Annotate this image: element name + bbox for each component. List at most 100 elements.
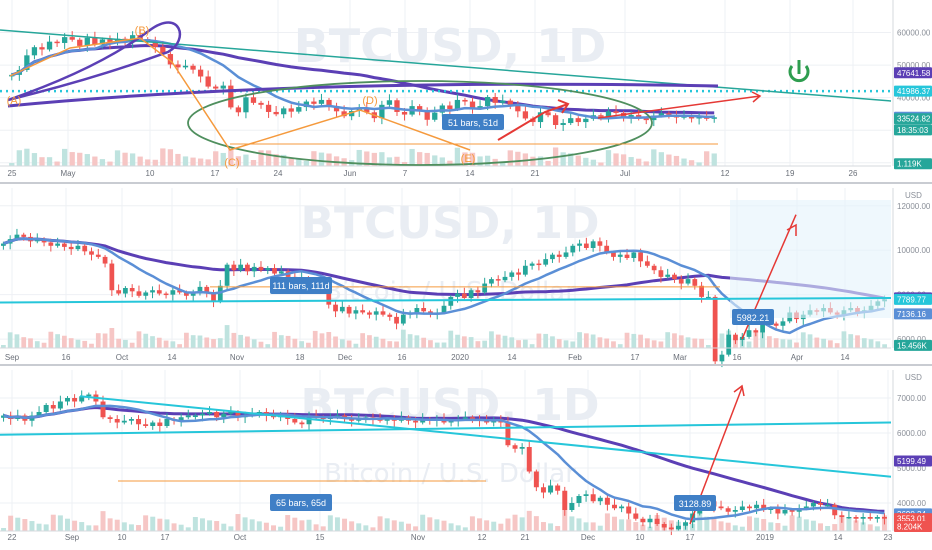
volume-bar xyxy=(620,154,627,166)
volume-bar xyxy=(672,333,677,348)
volume-bar xyxy=(373,336,379,348)
volume-bar xyxy=(77,152,83,166)
volume-bar xyxy=(638,334,643,348)
volume-bar xyxy=(794,342,799,348)
volume-bar xyxy=(107,518,113,531)
time-tick-label: 18 xyxy=(296,353,305,362)
candle-body xyxy=(265,268,271,271)
price-label: 18:35:03 xyxy=(897,126,929,135)
volume-bar xyxy=(272,331,277,348)
pattern-annotation: (E) xyxy=(461,153,476,165)
volume-bar xyxy=(482,340,488,348)
volume-bar xyxy=(846,519,852,531)
volume-bar xyxy=(109,328,115,348)
price-label: 47641.58 xyxy=(897,69,931,78)
volume-bar xyxy=(640,524,646,531)
projection-arrow xyxy=(497,103,569,141)
volume-bar xyxy=(258,150,264,166)
candle-body xyxy=(647,518,653,523)
volume-bar xyxy=(633,522,639,531)
candle-body xyxy=(265,104,272,112)
volume-bar xyxy=(441,520,447,531)
candle-body xyxy=(733,334,738,341)
time-tick-label: Sep xyxy=(65,533,80,542)
support-line xyxy=(0,421,892,436)
volume-bar xyxy=(780,339,786,348)
candle-body xyxy=(333,106,340,112)
volume-bar xyxy=(93,525,99,531)
volume-bar xyxy=(250,160,257,166)
volume-bar xyxy=(746,341,752,348)
candle-body xyxy=(489,279,494,284)
volume-bar xyxy=(143,515,149,531)
volume-bar xyxy=(398,521,404,531)
candle-body xyxy=(666,113,672,115)
volume-bar xyxy=(651,149,657,166)
volume-bar xyxy=(692,338,698,348)
volume-bar xyxy=(164,519,170,531)
volume-bar xyxy=(556,339,562,348)
volume-bar xyxy=(704,151,710,166)
volume-bar xyxy=(339,339,345,348)
candle-body xyxy=(299,422,305,425)
volume-bar xyxy=(409,148,415,166)
candle-body xyxy=(447,105,453,110)
volume-bar xyxy=(217,338,223,348)
volume-bar xyxy=(238,334,244,348)
volume-bar xyxy=(48,331,54,348)
candle-body xyxy=(881,517,887,519)
price-label-box xyxy=(894,455,932,467)
volume-bar xyxy=(498,523,504,531)
candle-body xyxy=(692,279,698,286)
time-tick-label: 16 xyxy=(398,353,407,362)
price-tick-label: 50000.00 xyxy=(897,61,931,70)
volume-bar xyxy=(391,520,397,531)
volume-bar xyxy=(326,153,332,166)
volume-bar xyxy=(807,334,813,348)
candle-body xyxy=(1,243,6,246)
price-tick-label: 7000.00 xyxy=(897,394,926,403)
candle-body xyxy=(454,99,461,110)
candle-body xyxy=(552,115,559,125)
candle-body xyxy=(718,506,724,509)
volume-bar xyxy=(170,341,176,348)
volume-bar xyxy=(57,515,63,531)
candle-body xyxy=(448,296,454,306)
candle-body xyxy=(477,106,483,108)
candle-body xyxy=(384,419,390,421)
volume-bar xyxy=(333,336,338,348)
price-label: 7789.77 xyxy=(897,295,926,304)
volume-bar xyxy=(39,157,45,166)
price-tick-label: 10000.00 xyxy=(897,246,931,255)
volume-bar xyxy=(796,516,802,531)
volume-bar xyxy=(626,519,632,531)
time-tick-label: 10 xyxy=(636,533,645,542)
time-tick-label: 14 xyxy=(168,353,177,362)
candle-body xyxy=(221,413,227,418)
volume-bar xyxy=(673,155,680,166)
volume-bar xyxy=(407,334,413,348)
candle-body xyxy=(107,417,113,419)
volume-bar xyxy=(853,520,859,531)
volume-bar xyxy=(333,156,340,166)
candle-body xyxy=(533,471,539,488)
volume-bar xyxy=(631,333,637,348)
candle-body xyxy=(92,37,98,45)
volume-bar xyxy=(775,523,781,531)
volume-bar xyxy=(814,337,820,348)
candle-body xyxy=(311,101,317,104)
volume-bar xyxy=(190,157,196,166)
volume-bar xyxy=(613,153,619,166)
candle-body xyxy=(576,496,582,503)
volume-bar xyxy=(54,161,60,166)
volume-bar xyxy=(628,157,634,166)
candle-body xyxy=(675,525,681,530)
candle-body xyxy=(341,111,347,117)
candle-body xyxy=(651,265,657,271)
volume-bar xyxy=(265,150,272,166)
volume-bar xyxy=(882,344,887,348)
candle-body xyxy=(394,316,399,324)
volume-bar xyxy=(688,160,695,166)
candle-body xyxy=(421,308,427,312)
time-tick-label: 23 xyxy=(884,533,893,542)
